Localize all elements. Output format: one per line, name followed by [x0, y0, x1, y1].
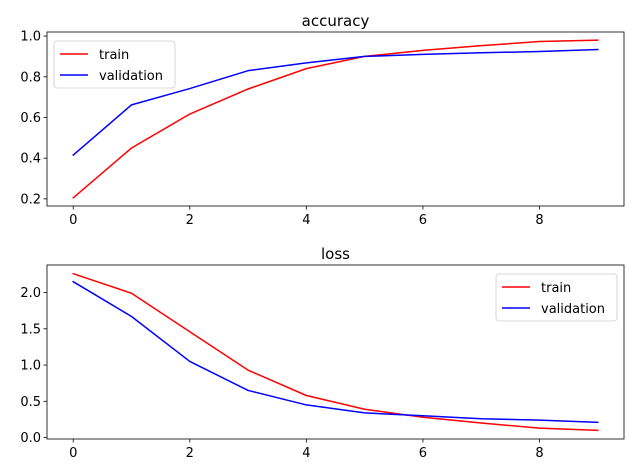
x-tick-label: 0 — [69, 446, 77, 461]
legend-box — [53, 40, 176, 89]
series-line-validation — [72, 280, 599, 424]
legend-box — [495, 273, 618, 322]
y-tick-label: 0.6 — [20, 111, 41, 126]
subplot-loss: loss 0 2 4 6 8 0.0 0.5 1.0 1.5 2.0 train validation — [20, 245, 625, 461]
axes-frame — [46, 31, 625, 207]
y-tick-label: 0.0 — [20, 431, 41, 446]
y-tick-label: 1.0 — [20, 359, 41, 374]
series-line-train — [72, 39, 599, 199]
x-tick-label: 6 — [419, 446, 427, 461]
x-tick-label: 4 — [302, 213, 310, 228]
chart-title: accuracy — [302, 12, 370, 30]
legend: train validation — [495, 273, 618, 322]
chart-title: loss — [321, 245, 350, 263]
x-tick-label: 2 — [186, 213, 194, 228]
y-tick-label: 0.8 — [20, 70, 41, 85]
y-tick-label: 1.5 — [20, 322, 41, 337]
legend-label-train: train — [99, 48, 129, 63]
legend: train validation — [53, 40, 176, 89]
x-tick-label: 6 — [419, 213, 427, 228]
legend-label-validation: validation — [99, 69, 163, 84]
y-tick-label: 0.5 — [20, 395, 41, 410]
subplot-accuracy: accuracy 0 2 4 6 8 0.2 0.4 0.6 0.8 1.0 train validat… — [20, 12, 625, 228]
x-tick-label: 0 — [69, 213, 77, 228]
y-tick-label: 2.0 — [20, 286, 41, 301]
y-tick-label: 1.0 — [20, 30, 41, 45]
series-line-train — [72, 272, 599, 432]
series-line-validation — [72, 48, 599, 157]
x-tick-label: 2 — [186, 446, 194, 461]
y-tick-label: 0.2 — [20, 192, 41, 207]
x-tick-label: 8 — [535, 446, 543, 461]
x-tick-label: 4 — [302, 446, 310, 461]
y-tick-label: 0.4 — [20, 152, 41, 167]
axes-frame — [46, 264, 625, 440]
legend-label-validation: validation — [541, 302, 605, 317]
x-tick-label: 8 — [535, 213, 543, 228]
legend-label-train: train — [541, 281, 571, 296]
